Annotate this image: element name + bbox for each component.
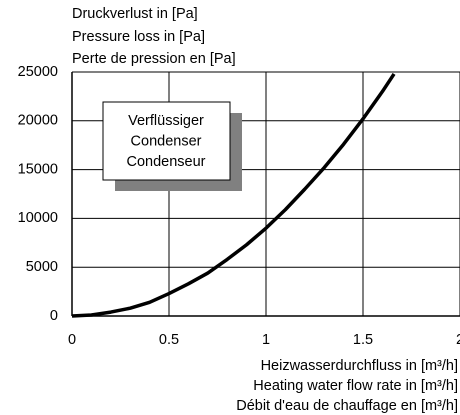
x-tick-label: 1 bbox=[262, 332, 270, 348]
y-axis-label: Druckverlust in [Pa] bbox=[72, 6, 198, 22]
x-axis-label: Débit d'eau de chauffage en [m³/h] bbox=[236, 398, 458, 414]
y-tick-label: 0 bbox=[50, 308, 58, 324]
x-axis-label: Heating water flow rate in [m³/h] bbox=[253, 378, 458, 394]
annotation-text: Verflüssiger bbox=[128, 113, 204, 129]
y-axis-label: Pressure loss in [Pa] bbox=[72, 29, 205, 45]
line bbox=[71, 72, 396, 318]
annotation-text: Condenseur bbox=[127, 154, 206, 170]
y-tick-label: 15000 bbox=[18, 161, 58, 177]
x-tick-label: 0 bbox=[68, 332, 76, 348]
y-axis-label: Perte de pression en [Pa] bbox=[72, 51, 236, 67]
annotation-box bbox=[102, 101, 231, 181]
x-tick-label: 2 bbox=[456, 332, 460, 348]
x-tick-label: 1.5 bbox=[353, 332, 373, 348]
x-axis-label: Heizwasserdurchfluss in [m³/h] bbox=[261, 358, 458, 374]
y-tick-label: 10000 bbox=[18, 210, 58, 226]
y-tick-label: 5000 bbox=[26, 259, 58, 275]
y-tick-label: 25000 bbox=[18, 64, 58, 80]
annotation-text: Condenser bbox=[131, 133, 202, 149]
x-tick-label: 0.5 bbox=[159, 332, 179, 348]
y-tick-label: 20000 bbox=[18, 113, 58, 129]
